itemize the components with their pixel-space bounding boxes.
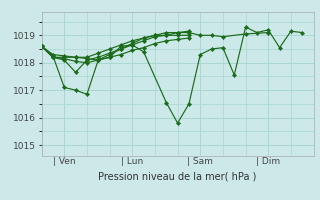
- X-axis label: Pression niveau de la mer( hPa ): Pression niveau de la mer( hPa ): [99, 172, 257, 182]
